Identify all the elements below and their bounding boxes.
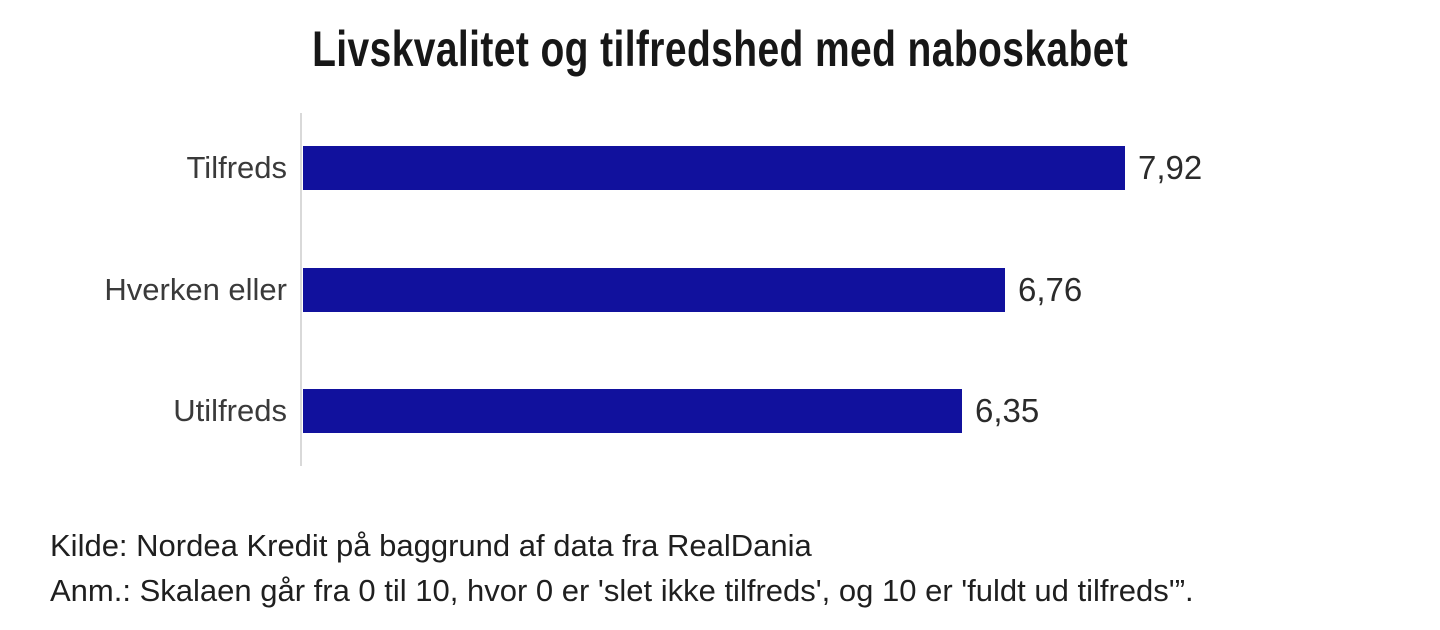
bar — [303, 268, 1005, 312]
category-label: Utilfreds — [173, 393, 287, 428]
bar-row: Hverken eller 6,76 — [0, 268, 1440, 312]
scale-note: Anm.: Skalaen går fra 0 til 10, hvor 0 e… — [50, 573, 1194, 608]
source-note: Kilde: Nordea Kredit på baggrund af data… — [50, 528, 812, 563]
bar — [303, 146, 1125, 190]
y-axis-line — [300, 113, 302, 466]
category-label: Tilfreds — [186, 150, 287, 185]
bar — [303, 389, 962, 433]
value-label: 6,76 — [1018, 271, 1083, 308]
chart-title: Livskvalitet og tilfredshed med naboskab… — [311, 21, 1129, 77]
footer-notes: Kilde: Nordea Kredit på baggrund af data… — [50, 523, 1420, 613]
value-label: 6,35 — [975, 392, 1040, 429]
category-label: Hverken eller — [104, 272, 287, 307]
chart-title-wrap: Livskvalitet og tilfredshed med naboskab… — [0, 20, 1440, 78]
value-label: 7,92 — [1138, 149, 1203, 186]
bar-row: Utilfreds 6,35 — [0, 389, 1440, 433]
bar-row: Tilfreds 7,92 — [0, 146, 1440, 190]
